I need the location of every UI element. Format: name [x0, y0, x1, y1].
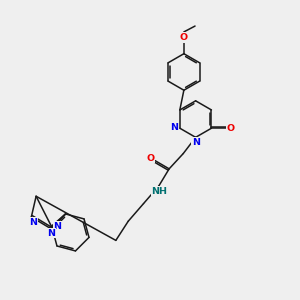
Text: N: N	[53, 221, 61, 230]
Text: NH: NH	[152, 187, 167, 196]
Text: N: N	[47, 229, 55, 238]
Text: N: N	[192, 138, 200, 147]
Text: O: O	[146, 154, 154, 163]
Text: N: N	[170, 123, 178, 132]
Text: O: O	[180, 33, 188, 42]
Text: N: N	[29, 218, 37, 227]
Text: O: O	[226, 124, 235, 133]
